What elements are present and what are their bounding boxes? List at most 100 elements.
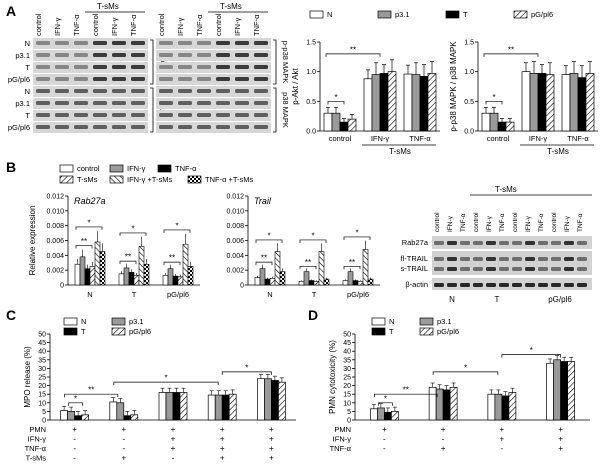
x-tick-label: IFN-γ [371, 134, 390, 143]
bar [167, 268, 174, 286]
condition-mark: + [500, 425, 505, 434]
panel-label-a: A [6, 3, 16, 19]
blot-b-band [486, 283, 496, 287]
condition-mark: - [73, 454, 76, 463]
bar [138, 246, 145, 286]
bar [264, 278, 271, 286]
blot-b-band [551, 257, 561, 261]
bar [74, 263, 81, 286]
condition-label: PMN [29, 425, 46, 434]
blot-b-group-label: N [449, 295, 455, 304]
bar [259, 268, 266, 286]
sig-label: * [245, 363, 248, 372]
bar [79, 256, 86, 286]
legend-label: IFN-γ +T-sMs [127, 175, 172, 184]
blot-b-band [486, 267, 496, 271]
blot-band [55, 41, 69, 45]
condition-mark: + [171, 425, 176, 434]
bar [411, 74, 421, 132]
blot-b-band [447, 283, 457, 287]
blot-band [93, 113, 107, 117]
blot-band [254, 113, 268, 117]
blot-band [159, 41, 173, 45]
bar [363, 78, 373, 132]
blot-band [55, 101, 69, 105]
condition-mark: + [220, 444, 225, 453]
blot-b-band [538, 267, 548, 271]
blot-b-row-label: Rab27a [402, 238, 429, 247]
bar [109, 401, 118, 421]
condition-label: IFN-γ [333, 435, 352, 444]
blot-band [235, 101, 249, 105]
condition-mark: - [73, 435, 76, 444]
blot-lane-label: control [91, 13, 100, 36]
blot-band [254, 53, 268, 57]
y-tick-label: 35 [343, 357, 351, 364]
y-tick-label: 1.0 [464, 69, 474, 76]
blot-band [74, 65, 88, 69]
bar [221, 394, 230, 421]
blot-b-lane-label: TNF-α [460, 213, 467, 232]
condition-mark: - [442, 435, 445, 444]
sig-label: ** [350, 45, 356, 54]
bar [521, 71, 531, 132]
blot-strip [156, 110, 271, 121]
bar [569, 73, 579, 132]
blot-band [131, 125, 145, 129]
blot-band [74, 125, 88, 129]
sig-bracket [432, 371, 499, 375]
blot-b-strip [432, 278, 592, 290]
bar [313, 280, 320, 286]
bar [419, 76, 429, 132]
sig-bracket [113, 381, 219, 386]
blot-band [131, 41, 145, 45]
blot-b-lane-label: IFN-γ [486, 215, 493, 232]
bar [546, 362, 554, 421]
blot-b-band [512, 283, 522, 287]
bar [497, 121, 507, 132]
blot-band [112, 41, 126, 45]
sig-bracket [75, 226, 103, 230]
legend-label: N [327, 10, 332, 19]
condition-mark: + [558, 435, 563, 444]
y-tick-label: 20 [343, 383, 351, 390]
sig-label: ** [349, 258, 355, 267]
y-tick-label: 1.0 [306, 69, 316, 76]
sig-bracket [255, 261, 273, 266]
blot-band [197, 65, 211, 69]
blot-band [131, 53, 145, 57]
blot-band [55, 113, 69, 117]
blot-b-strip [432, 251, 592, 275]
y-tick-label: 45 [343, 340, 351, 347]
blot-band [112, 65, 126, 69]
y-tick-label: 30 [38, 366, 46, 373]
y-tick-label: 0 [240, 283, 244, 290]
blot-band [131, 101, 145, 105]
sig-label: * [267, 231, 270, 240]
blot-band [197, 125, 211, 129]
blot-band [235, 53, 249, 57]
blot-strip [33, 74, 148, 85]
bar [172, 275, 179, 286]
blot-band [74, 89, 88, 93]
blot-b-band [434, 241, 444, 245]
blot-band [74, 101, 88, 105]
blot-lane-label: TNF-α [195, 14, 204, 36]
blot-b-band [460, 283, 470, 287]
blot-b-band [499, 267, 509, 271]
blot-row-label: p3.1 [15, 51, 30, 60]
legend-swatch [59, 175, 74, 184]
blot-strip [156, 86, 271, 97]
sig-bracket [343, 265, 361, 270]
condition-mark: + [382, 425, 387, 434]
blot-b-band [460, 257, 470, 261]
y-tick-label: 0.004 [46, 253, 64, 260]
condition-mark: + [220, 435, 225, 444]
legend-label: T [463, 10, 468, 19]
y-tick-label: 30 [343, 366, 351, 373]
blot-band [36, 77, 50, 81]
blot-b-band [499, 283, 509, 287]
blot-band [216, 125, 230, 129]
blot-band [112, 125, 126, 129]
